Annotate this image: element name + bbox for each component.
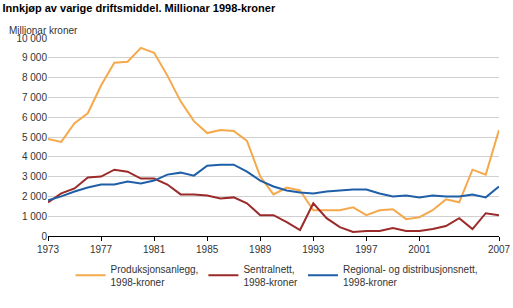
svg-text:1989: 1989 bbox=[249, 244, 272, 255]
svg-text:1985: 1985 bbox=[196, 244, 219, 255]
svg-text:10 000: 10 000 bbox=[16, 33, 47, 44]
svg-text:1 000: 1 000 bbox=[22, 211, 47, 222]
svg-text:4 000: 4 000 bbox=[22, 151, 47, 162]
svg-text:Millionar kroner: Millionar kroner bbox=[9, 25, 78, 36]
svg-text:8 000: 8 000 bbox=[22, 72, 47, 83]
svg-text:2007: 2007 bbox=[488, 244, 511, 255]
svg-text:1981: 1981 bbox=[143, 244, 166, 255]
svg-text:7 000: 7 000 bbox=[22, 92, 47, 103]
svg-text:Innkjøp av varige driftsmiddel: Innkjøp av varige driftsmiddel. Milliona… bbox=[3, 2, 276, 14]
svg-text:6 000: 6 000 bbox=[22, 112, 47, 123]
svg-text:3 000: 3 000 bbox=[22, 171, 47, 182]
svg-text:1993: 1993 bbox=[302, 244, 325, 255]
svg-text:Sentralnett,1998-kroner: Sentralnett,1998-kroner bbox=[243, 264, 298, 288]
svg-text:1973: 1973 bbox=[37, 244, 60, 255]
svg-text:0: 0 bbox=[41, 231, 47, 242]
svg-text:9 000: 9 000 bbox=[22, 52, 47, 63]
svg-text:Produksjonsanlegg,1998-kroner: Produksjonsanlegg,1998-kroner bbox=[111, 264, 199, 288]
svg-text:1997: 1997 bbox=[355, 244, 378, 255]
svg-text:1977: 1977 bbox=[90, 244, 113, 255]
svg-text:2001: 2001 bbox=[408, 244, 431, 255]
svg-text:2 000: 2 000 bbox=[22, 191, 47, 202]
svg-text:5 000: 5 000 bbox=[22, 132, 47, 143]
svg-text:Regional- og distribusjonsnett: Regional- og distribusjonsnett,1998-kron… bbox=[343, 264, 478, 288]
